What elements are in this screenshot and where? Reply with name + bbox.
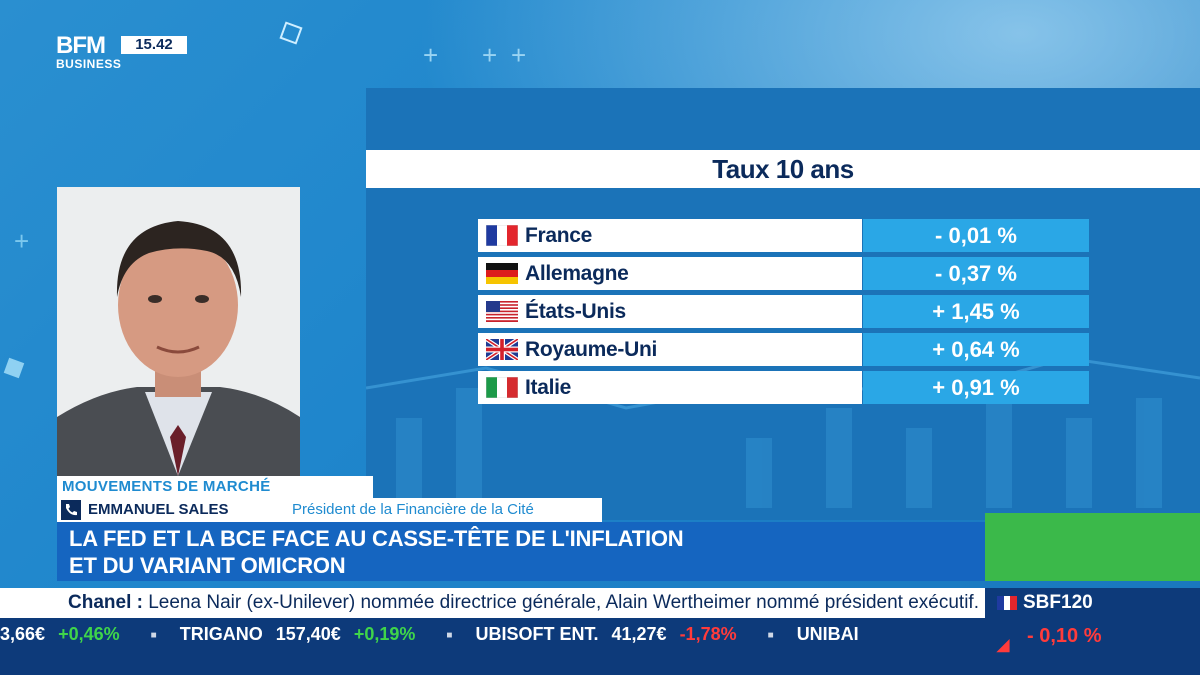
ticker-change: +0,46% xyxy=(58,624,120,644)
speaker-portrait-drawing xyxy=(57,187,300,476)
segment-label: MOUVEMENTS DE MARCHÉ xyxy=(57,476,373,498)
phone-icon xyxy=(61,500,81,520)
country-name: France xyxy=(525,224,593,247)
ticker-separator-icon: ■ xyxy=(150,629,157,641)
country-name: États-Unis xyxy=(525,300,626,323)
speaker-portrait xyxy=(57,187,300,476)
rate-country-cell: États-Unis xyxy=(478,295,862,328)
ticker-change: +0,19% xyxy=(353,624,416,644)
rate-country-cell: Royaume-Uni xyxy=(478,333,862,366)
ticker-price: 157,40€ xyxy=(275,624,341,644)
flag-france-icon xyxy=(997,596,1017,610)
speaker-bar: EMMANUEL SALES Président de la Financièr… xyxy=(57,498,602,522)
speaker-title: Président de la Financière de la Cité xyxy=(292,501,534,518)
country-name: Royaume-Uni xyxy=(525,338,658,361)
ticker-name: UNIBAI xyxy=(796,624,859,644)
rate-value: - 0,37 % xyxy=(863,257,1089,290)
rate-row-france: France - 0,01 % xyxy=(478,219,1089,252)
flag-usa-icon xyxy=(486,301,518,322)
rates-panel: Taux 10 ans France - 0,01 % Allemagne - … xyxy=(366,88,1200,520)
clock-time: 15.42 xyxy=(121,36,187,54)
rate-row-italy: Italie + 0,91 % xyxy=(478,371,1089,404)
news-text: Leena Nair (ex-Unilever) nommée directri… xyxy=(148,592,979,613)
rate-value: + 1,45 % xyxy=(863,295,1089,328)
panel-title: Taux 10 ans xyxy=(366,150,1200,188)
ticker-price: 41,27€ xyxy=(611,624,667,644)
ticker-change: -1,78% xyxy=(679,624,737,644)
flag-uk-icon xyxy=(486,339,518,360)
index-name: SBF120 xyxy=(1023,592,1093,613)
country-name: Italie xyxy=(525,376,572,399)
flag-italy-icon xyxy=(486,377,518,398)
index-box: SBF120 ◢ - 0,10 % xyxy=(985,588,1200,675)
logo-bfm-text: BFM xyxy=(56,32,106,59)
plus-decoration-icon: + xyxy=(423,40,439,70)
plus-decoration-icon: + xyxy=(14,226,30,256)
index-header: SBF120 xyxy=(985,588,1200,618)
market-indicator-box xyxy=(985,513,1200,581)
stock-ticker: 3,66€ +0,46% ■ TRIGANO 157,40€ +0,19% ■ … xyxy=(0,618,985,651)
flag-france-icon xyxy=(486,225,518,246)
news-ticker: Chanel : Leena Nair (ex-Unilever) nommée… xyxy=(0,588,985,618)
rate-value: - 0,01 % xyxy=(863,219,1089,252)
rate-country-cell: Italie xyxy=(478,371,862,404)
plus-decoration-icon: + xyxy=(482,40,498,70)
ticker-name: TRIGANO xyxy=(179,624,263,644)
plus-decoration-icon: + xyxy=(511,40,527,70)
logo-business-text: BUSINESS xyxy=(56,57,122,71)
flag-germany-icon xyxy=(486,263,518,284)
rate-country-cell: Allemagne xyxy=(478,257,862,290)
ticker-price: 3,66€ xyxy=(0,624,46,644)
speaker-name: EMMANUEL SALES xyxy=(88,501,229,518)
ticker-name: UBISOFT ENT. xyxy=(475,624,599,644)
bottom-strip xyxy=(0,651,985,675)
headline: LA FED ET LA BCE FACE AU CASSE-TÊTE DE L… xyxy=(57,522,985,581)
rate-row-usa: États-Unis + 1,45 % xyxy=(478,295,1089,328)
rate-row-germany: Allemagne - 0,37 % xyxy=(478,257,1089,290)
index-change: ◢ - 0,10 % xyxy=(985,620,1200,654)
news-prefix: Chanel : xyxy=(68,592,143,613)
down-triangle-icon: ◢ xyxy=(997,637,1010,654)
rate-row-uk: Royaume-Uni + 0,64 % xyxy=(478,333,1089,366)
ticker-separator-icon: ■ xyxy=(767,629,774,641)
rate-country-cell: France xyxy=(478,219,862,252)
rate-value: + 0,91 % xyxy=(863,371,1089,404)
channel-logo: BFM BUSINESS xyxy=(56,32,122,72)
index-change-value: - 0,10 % xyxy=(1027,625,1102,647)
headline-line-1: LA FED ET LA BCE FACE AU CASSE-TÊTE DE L… xyxy=(69,526,684,551)
headline-line-2: ET DU VARIANT OMICRON xyxy=(69,553,346,578)
rate-value: + 0,64 % xyxy=(863,333,1089,366)
rates-table: France - 0,01 % Allemagne - 0,37 % xyxy=(478,219,1089,409)
ticker-separator-icon: ■ xyxy=(446,629,453,641)
country-name: Allemagne xyxy=(525,262,629,285)
